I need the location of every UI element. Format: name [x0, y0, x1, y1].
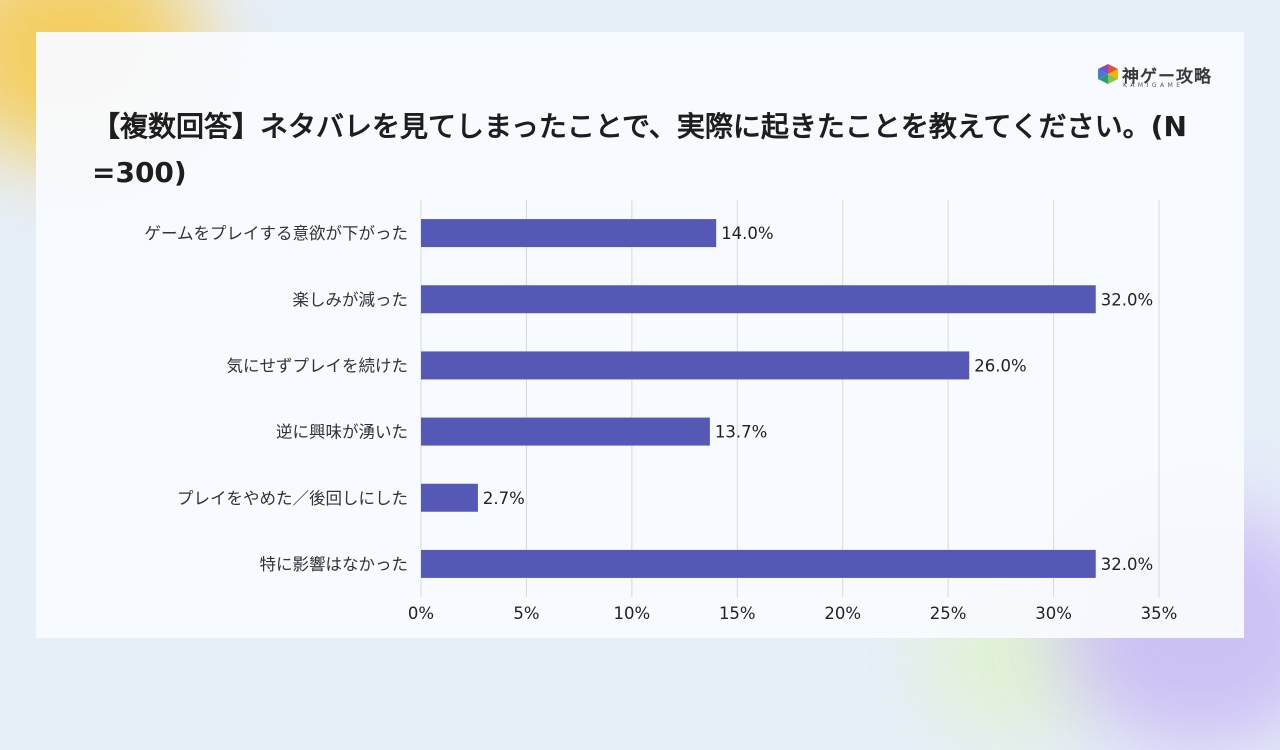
data-label: 26.0% [974, 356, 1026, 375]
x-tick-label: 20% [824, 604, 861, 623]
x-tick-label: 0% [408, 604, 434, 623]
x-tick-label: 30% [1035, 604, 1072, 623]
x-tick-label: 10% [614, 604, 651, 623]
kamigame-logo: 神ゲー攻略 KAMIGAME [1098, 62, 1218, 92]
category-label: 特に影響はなかった [260, 555, 409, 574]
category-label: ゲームをプレイする意欲が下がった [144, 224, 408, 243]
category-label: 気にせずプレイを続けた [227, 356, 409, 375]
category-label: 楽しみが減った [293, 290, 409, 309]
logo-mark-icon [1098, 64, 1118, 84]
logo-text: 神ゲー攻略 [1122, 67, 1212, 87]
chart-title: 【複数回答】ネタバレを見てしまったことで、実際に起きたことを教えてください。(N… [92, 110, 1187, 189]
bar [421, 285, 1096, 314]
bar [421, 351, 970, 380]
data-label: 2.7% [483, 489, 525, 508]
x-tick-label: 25% [930, 604, 967, 623]
data-label: 32.0% [1101, 555, 1153, 574]
category-label: 逆に興味が湧いた [276, 423, 408, 442]
bar-chart: 0% 5% 10% 15% 20% 25% 30% 35% ゲームをプレイする意欲が下がった 14… [144, 200, 1178, 623]
x-tick-label: 15% [719, 604, 756, 623]
logo-subtext: KAMIGAME [1123, 82, 1184, 89]
data-label: 14.0% [721, 224, 773, 243]
bar [421, 219, 717, 248]
x-tick-label: 35% [1141, 604, 1178, 623]
chart-card [36, 32, 1244, 638]
data-label: 13.7% [715, 423, 767, 442]
x-tick-label: 5% [513, 604, 539, 623]
bar [421, 483, 478, 512]
bar [421, 417, 710, 446]
category-label: プレイをやめた／後回しにした [177, 489, 408, 508]
bar [421, 549, 1096, 578]
data-label: 32.0% [1101, 290, 1153, 309]
